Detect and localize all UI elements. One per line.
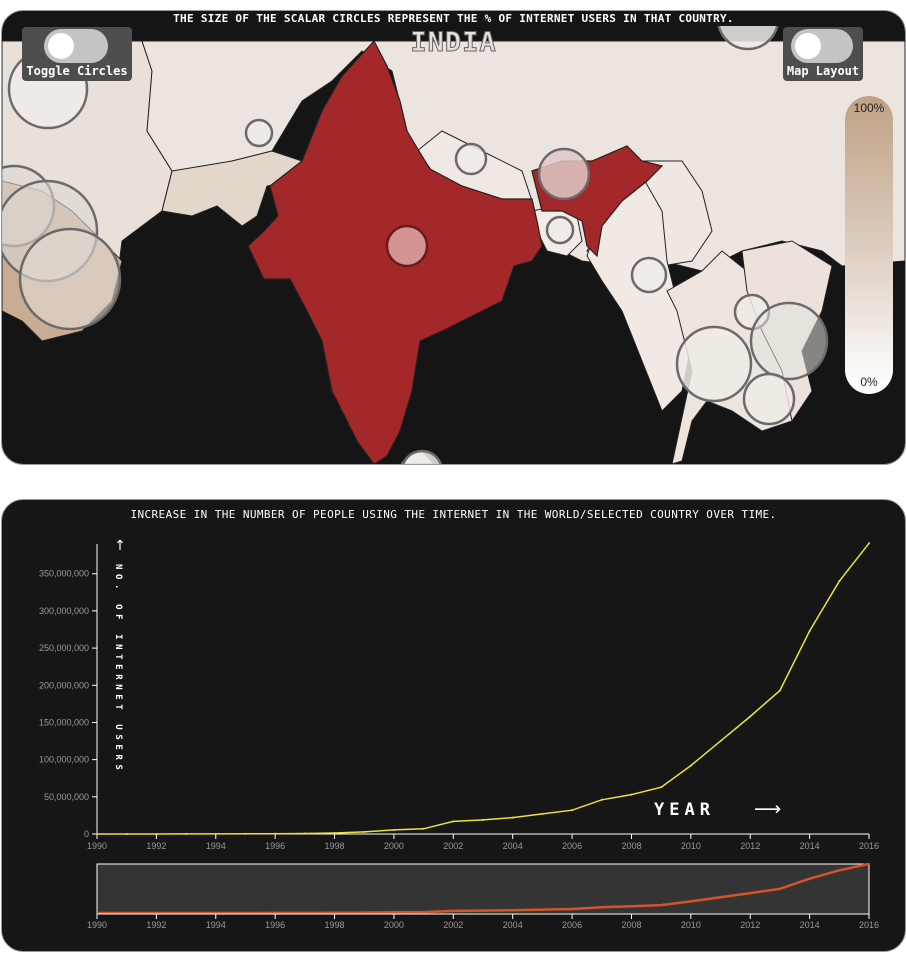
data-point (600, 798, 603, 801)
data-point (541, 812, 544, 815)
brush-x-tick-label: 1994 (206, 920, 226, 930)
map-layout-label: Map Layout (786, 64, 860, 78)
map-panel: THE SIZE OF THE SCALAR CIRCLES REPRESENT… (1, 10, 906, 465)
data-point (333, 831, 336, 834)
x-axis: 1990 1992 1994 1996 1998 2000 2002 2004 2006 2008… (87, 833, 879, 851)
internet-users-chart: 0 50,000,000 100,000,000 150,000,000 200,000… (39, 538, 879, 930)
brush-selection[interactable] (96, 863, 870, 915)
scalar-circles (2, 11, 829, 464)
country-myanmar[interactable] (586, 175, 693, 412)
x-tick-label: 1994 (206, 841, 226, 851)
legend-min-label: 0% (860, 375, 878, 389)
map-layout-control[interactable]: Map Layout (783, 27, 863, 81)
x-tick-label: 1992 (146, 841, 166, 851)
y-tick-label: 50,000,000 (44, 792, 89, 802)
x-tick-label: 2004 (503, 841, 523, 851)
toggle-circles-switch[interactable] (44, 29, 108, 63)
x-tick-label: 2010 (681, 841, 701, 851)
brush-x-tick-label: 2008 (621, 920, 641, 930)
data-point (511, 816, 514, 819)
brush-x-tick-label: 2010 (681, 920, 701, 930)
x-tick-label: 2012 (740, 841, 760, 851)
data-point (303, 832, 306, 835)
data-point (838, 580, 841, 583)
data-point (452, 820, 455, 823)
legend-max-label: 100% (853, 101, 885, 115)
data-point (155, 833, 158, 835)
brush-x-tick-label: 2000 (384, 920, 404, 930)
selected-country-title: INDIA (410, 27, 497, 59)
brush-x-tick-label: 2012 (740, 920, 760, 930)
toggle-circles-label: Toggle Circles (26, 64, 128, 78)
brush-x-tick-label: 2006 (562, 920, 582, 930)
y-axis-arrow: ↑ (114, 538, 126, 554)
chart-caption: INCREASE IN THE NUMBER OF PEOPLE USING T… (130, 508, 777, 521)
map-caption: THE SIZE OF THE SCALAR CIRCLES REPRESENT… (2, 11, 905, 26)
data-point (630, 793, 633, 796)
data-point (808, 630, 811, 632)
data-point (422, 827, 425, 830)
data-point (96, 833, 98, 835)
series-line (97, 542, 870, 835)
brush-x-tick-label: 1992 (146, 920, 166, 930)
x-tick-label: 1996 (265, 841, 285, 851)
y-tick-label: 300,000,000 (39, 606, 89, 616)
data-point (392, 828, 395, 831)
data-point (274, 832, 277, 835)
x-tick-label: 2006 (562, 841, 582, 851)
x-tick-label: 1998 (325, 841, 345, 851)
y-tick-label: 250,000,000 (39, 643, 89, 653)
data-point (868, 542, 870, 545)
data-point (125, 833, 128, 835)
y-tick-label: 350,000,000 (39, 569, 89, 579)
x-tick-label: 2000 (384, 841, 404, 851)
series-points (96, 542, 870, 835)
data-point (660, 786, 663, 789)
y-axis: 0 50,000,000 100,000,000 150,000,000 200,000… (39, 544, 98, 839)
data-point (185, 832, 188, 835)
brush-x-axis: 1990 1992 1994 1996 1998 2000 2002 2004 2006 2008… (87, 913, 879, 930)
x-tick-label: 2008 (621, 841, 641, 851)
data-point (482, 818, 484, 821)
y-axis-label-group: ↑ NO. OF INTERNET USERS (113, 538, 126, 774)
toggle-circles-control[interactable]: Toggle Circles (22, 27, 132, 81)
brush-x-tick-label: 1990 (87, 920, 107, 930)
toggle-circles-knob[interactable] (48, 33, 74, 59)
circle-india[interactable] (385, 224, 429, 268)
chart-panel: 0 50,000,000 100,000,000 150,000,000 200,000… (1, 499, 906, 952)
country-pakistan[interactable] (161, 150, 303, 227)
brush-x-tick-label: 2004 (503, 920, 523, 930)
y-tick-label: 0 (84, 829, 89, 839)
data-point (719, 740, 722, 743)
brush-x-tick-label: 2016 (859, 920, 879, 930)
map-layout-knob[interactable] (795, 33, 821, 59)
x-tick-label: 2002 (443, 841, 463, 851)
x-tick-label: 2016 (859, 841, 879, 851)
y-tick-label: 100,000,000 (39, 755, 89, 765)
data-point (244, 832, 247, 835)
brush-x-tick-label: 1996 (265, 920, 285, 930)
y-tick-label: 150,000,000 (39, 717, 89, 727)
x-axis-arrow: ⟶ (754, 798, 781, 820)
data-point (363, 830, 366, 833)
color-scale-legend: 100% 0% (845, 96, 893, 394)
choropleth-map[interactable] (2, 11, 905, 464)
map-layout-switch[interactable] (791, 29, 853, 63)
y-axis-label: NO. OF INTERNET USERS (113, 564, 123, 774)
data-point (571, 809, 574, 812)
brush-context-chart[interactable]: 1990 1992 1994 1996 1998 2000 2002 2004 2006 2008… (87, 862, 879, 930)
x-axis-label: YEAR (654, 800, 715, 820)
data-point (214, 832, 217, 835)
y-tick-label: 200,000,000 (39, 680, 89, 690)
x-tick-label: 2014 (800, 841, 820, 851)
data-point (778, 689, 781, 692)
data-point (689, 764, 692, 767)
data-point (749, 715, 752, 718)
brush-x-tick-label: 2014 (800, 920, 820, 930)
brush-x-tick-label: 2002 (443, 920, 463, 930)
x-tick-label: 1990 (87, 841, 107, 851)
brush-x-tick-label: 1998 (325, 920, 345, 930)
brush-series-line (97, 862, 870, 915)
